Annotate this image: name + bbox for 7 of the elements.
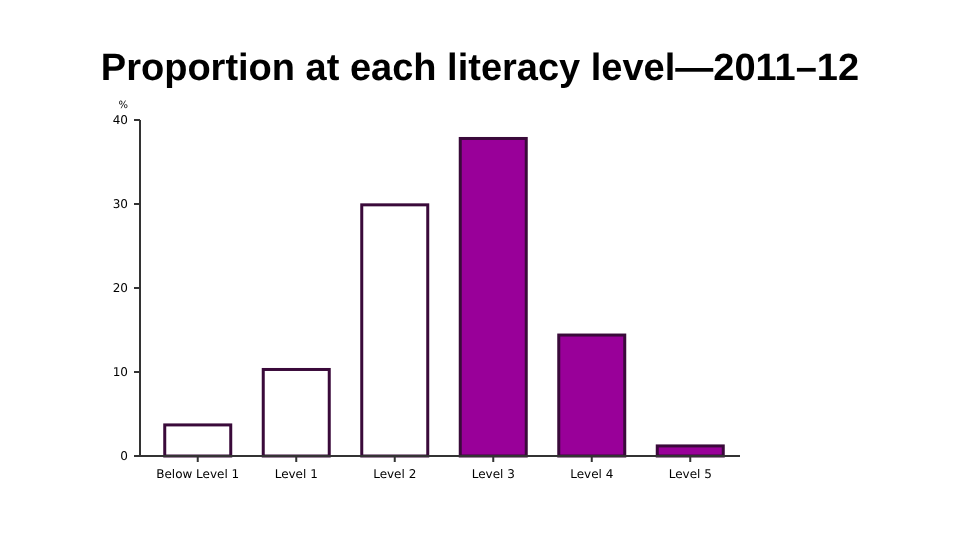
bar	[655, 444, 725, 458]
bar	[163, 423, 233, 458]
bar	[557, 333, 627, 458]
bar	[360, 203, 430, 458]
bar	[261, 367, 331, 458]
chart-title: Proportion at each literacy level—2011–12	[100, 48, 860, 90]
bar	[458, 136, 528, 458]
